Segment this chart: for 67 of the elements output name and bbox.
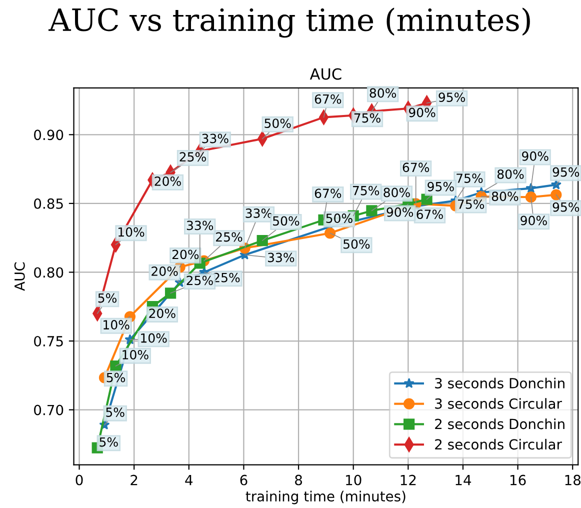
annotation: 20% <box>154 176 181 186</box>
x-tick-label: 18 <box>565 474 580 486</box>
annotation: 67% <box>314 94 342 104</box>
annotation: 95% <box>552 167 580 177</box>
legend-label: 2 seconds Circular <box>435 438 562 450</box>
annotation: 33% <box>186 220 214 230</box>
annotation: 67% <box>314 188 342 198</box>
x-tick-label: 0 <box>76 474 83 486</box>
annotation: 50% <box>326 214 352 224</box>
annotation: 25% <box>186 276 213 286</box>
chart-title: AUC vs training time (minutes) <box>48 8 530 38</box>
annotation: 10% <box>104 320 130 330</box>
annotation: 20% <box>149 308 176 318</box>
annotation: 25% <box>216 232 242 242</box>
annotation: 5% <box>100 437 118 447</box>
x-tick-label: 6 <box>240 474 248 486</box>
y-tick-label: 0.85 <box>34 198 63 209</box>
y-tick-label: 0.70 <box>34 404 64 416</box>
y-axis-title: AUC <box>14 262 25 291</box>
annotation: 5% <box>106 372 126 382</box>
x-tick-label: 14 <box>456 474 472 486</box>
legend-label: 3 seconds Donchin <box>435 378 564 388</box>
annotation: 5% <box>106 407 124 417</box>
annotation: 95% <box>438 92 466 102</box>
annotation: 95% <box>428 182 454 192</box>
annotation: 95% <box>552 202 580 212</box>
annotation: 20% <box>152 266 178 276</box>
annotation: 33% <box>202 134 228 144</box>
annotation: 25% <box>180 152 206 162</box>
annotation: 33% <box>246 208 272 218</box>
annotation: 90% <box>408 108 436 118</box>
annotation: 80% <box>384 188 410 198</box>
x-tick-label: 8 <box>295 474 302 486</box>
annotation: 67% <box>416 210 443 220</box>
x-axis-title: training time (minutes) <box>246 490 406 504</box>
y-tick-label: 0.80 <box>34 267 64 278</box>
annotation: 50% <box>273 216 300 226</box>
annotation: 10% <box>141 333 167 343</box>
annotation: 10% <box>118 227 144 237</box>
annotation: 10% <box>122 350 148 360</box>
legend-label: 3 seconds Circular <box>435 398 562 409</box>
x-tick-label: 10 <box>346 474 362 486</box>
annotation: 5% <box>98 293 116 303</box>
annotation: 90% <box>386 207 414 217</box>
annotation: 75% <box>456 174 483 183</box>
annotation: 50% <box>264 118 291 128</box>
annotation: 75% <box>458 199 484 209</box>
annotation: 80% <box>492 192 518 202</box>
annotation: 67% <box>402 162 430 172</box>
y-tick-label: 0.75 <box>34 336 63 346</box>
annotation: 20% <box>172 250 199 260</box>
annotation: 33% <box>268 252 294 262</box>
annotation: 80% <box>370 88 396 98</box>
annotation: 80% <box>497 169 524 179</box>
annotation: 25% <box>214 272 240 282</box>
chart-subtitle: AUC <box>310 68 342 80</box>
x-tick-label: 16 <box>510 474 526 486</box>
annotation: 50% <box>344 239 370 249</box>
annotation: 75% <box>354 113 380 123</box>
legend-label: 2 seconds Donchin <box>435 418 564 430</box>
x-tick-label: 2 <box>130 474 138 486</box>
x-tick-label: 4 <box>185 474 193 486</box>
x-tick-label: 12 <box>400 474 416 486</box>
annotation: 90% <box>522 151 548 161</box>
y-tick-label: 0.90 <box>34 130 64 140</box>
annotation: 75% <box>352 186 380 196</box>
annotation: 90% <box>520 216 547 226</box>
